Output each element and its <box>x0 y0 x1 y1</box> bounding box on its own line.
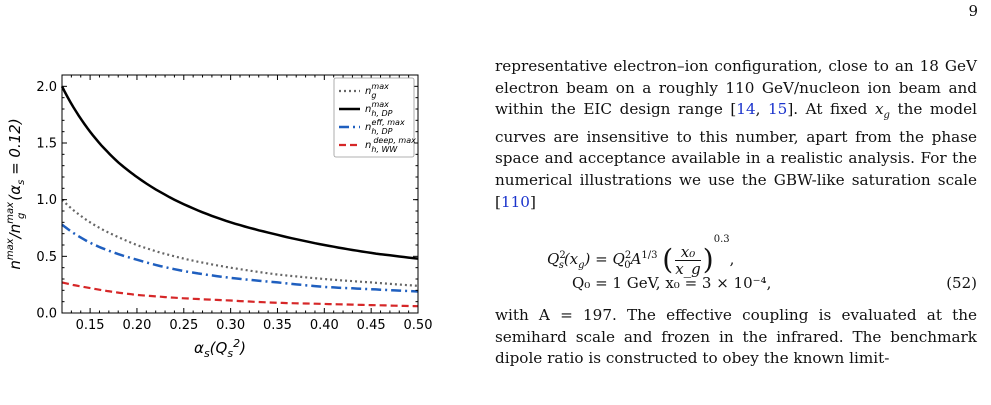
paragraph-1-part-b: ]. At fixed <box>787 100 875 119</box>
citation-14[interactable]: 14 <box>736 100 756 119</box>
paragraph-1-part-a: representative electron–ion configuratio… <box>495 57 977 119</box>
series-line-0 <box>61 198 419 287</box>
y-tick-label-2: 1.0 <box>36 193 57 208</box>
equation-number: (52) <box>946 274 977 293</box>
paragraph-1: representative electron–ion configuratio… <box>495 56 977 213</box>
x-tick-label-6: 0.45 <box>357 318 386 333</box>
y-tick-label-3: 1.5 <box>36 137 57 152</box>
legend-box <box>333 77 415 158</box>
body-text: representative electron–ion configuratio… <box>495 56 977 370</box>
series-line-1 <box>60 85 419 260</box>
paragraph-1-part-c: the model curves are insensitive to this… <box>495 100 977 211</box>
y-tick-label-4: 2.0 <box>36 80 57 95</box>
x-tick-label-0: 0.15 <box>76 318 105 333</box>
y-tick-label-0: 0.0 <box>36 307 57 322</box>
y-axis-label: nmax/nmaxg(αs = 0.12) <box>5 118 27 269</box>
plot-area <box>60 85 419 308</box>
x-tick-label-1: 0.20 <box>122 318 151 333</box>
x-axis-label: αs(Qs2) <box>194 337 246 360</box>
equation-fraction: x₀ x_g <box>675 242 701 278</box>
paragraph-2: with A = 197. The effective coupling is … <box>495 306 977 368</box>
x-tick-label-5: 0.40 <box>310 318 339 333</box>
chart: 0.15 0.20 0.25 0.30 0.35 0.40 0.45 0.50 0.0 0.5 1.… <box>5 74 433 360</box>
figure: 0.15 0.20 0.25 0.30 0.35 0.40 0.45 0.50 0.0 0.5 1.… <box>0 50 440 370</box>
x-tick-label-4: 0.35 <box>263 318 292 333</box>
citation-110[interactable]: 110 <box>500 192 530 211</box>
y-tick-label-1: 0.5 <box>36 250 57 265</box>
axes: 0.15 0.20 0.25 0.30 0.35 0.40 0.45 0.50 0.0 0.5 1.… <box>5 74 433 360</box>
page-number: 9 <box>968 2 978 20</box>
equation-line-2: Q₀ = 1 GeV, x₀ = 3 × 10⁻⁴, <box>572 274 772 293</box>
citation-separator: , <box>755 100 768 119</box>
series-line-3 <box>61 281 419 308</box>
paragraph-1-part-d: ] <box>529 192 536 211</box>
xg-symbol: x <box>874 100 884 119</box>
series-line-2 <box>61 223 419 293</box>
equation-line-1: Q2s(xg) = Q20A1/3 (x₀ x_g)0.3, <box>547 234 735 278</box>
citation-15[interactable]: 15 <box>768 100 788 119</box>
legend-label-1: nh, DPmax <box>365 100 393 118</box>
equation-52: Q2s(xg) = Q20A1/3 (x₀ x_g)0.3, Q₀ = 1 GeV… <box>495 229 977 299</box>
x-tick-label-2: 0.25 <box>169 318 198 333</box>
x-tick-label-3: 0.30 <box>216 318 245 333</box>
xg-subscript: g <box>883 110 890 122</box>
x-tick-label-7: 0.50 <box>404 318 433 333</box>
